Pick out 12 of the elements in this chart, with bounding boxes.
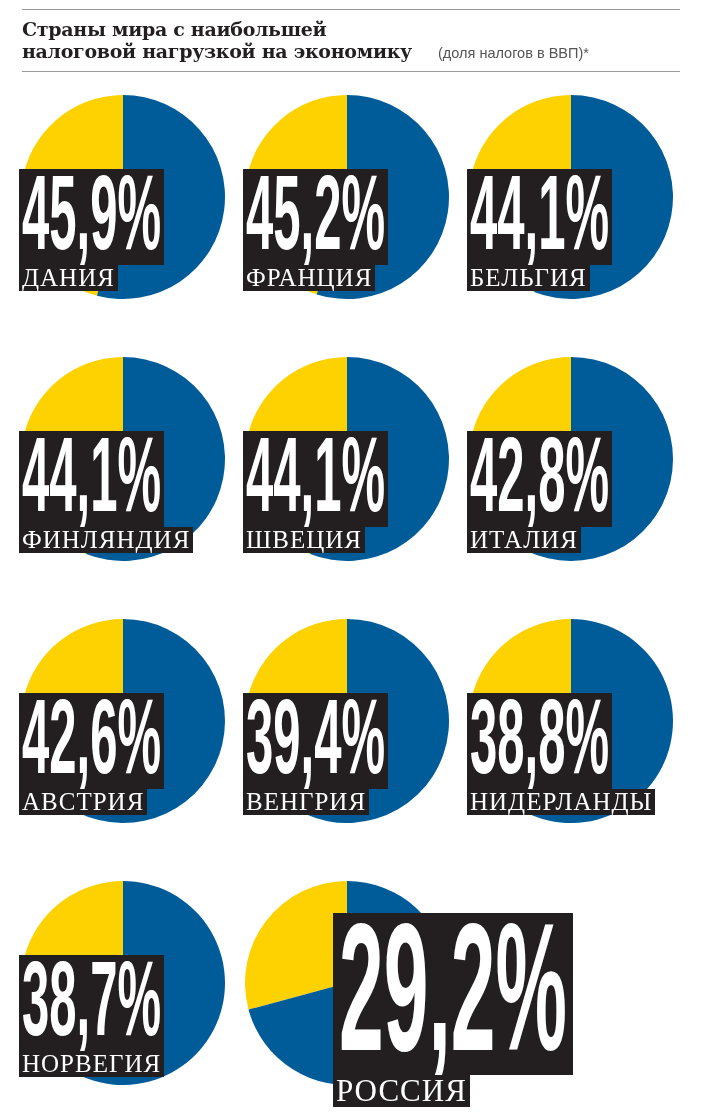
text: Страны мира с наибольшей налоговой нагрузкой на экономику (22, 18, 413, 62)
text: БЕЛЬГИЯ (467, 264, 590, 291)
text: НИДЕРЛАНДЫ (467, 788, 656, 815)
text: ИТАЛИЯ (467, 526, 581, 553)
text: ФРАНЦИЯ (243, 264, 376, 291)
text: ВЕНГРИЯ (243, 788, 370, 815)
text: НОРВЕГИЯ (19, 1050, 165, 1077)
text: АВСТРИЯ (19, 788, 148, 815)
text: ШВЕЦИЯ (243, 526, 365, 553)
text: ФИНЛЯНДИЯ (19, 526, 194, 553)
text: (доля налогов в ВВП)* (438, 45, 589, 61)
text: ДАНИЯ (19, 264, 118, 291)
